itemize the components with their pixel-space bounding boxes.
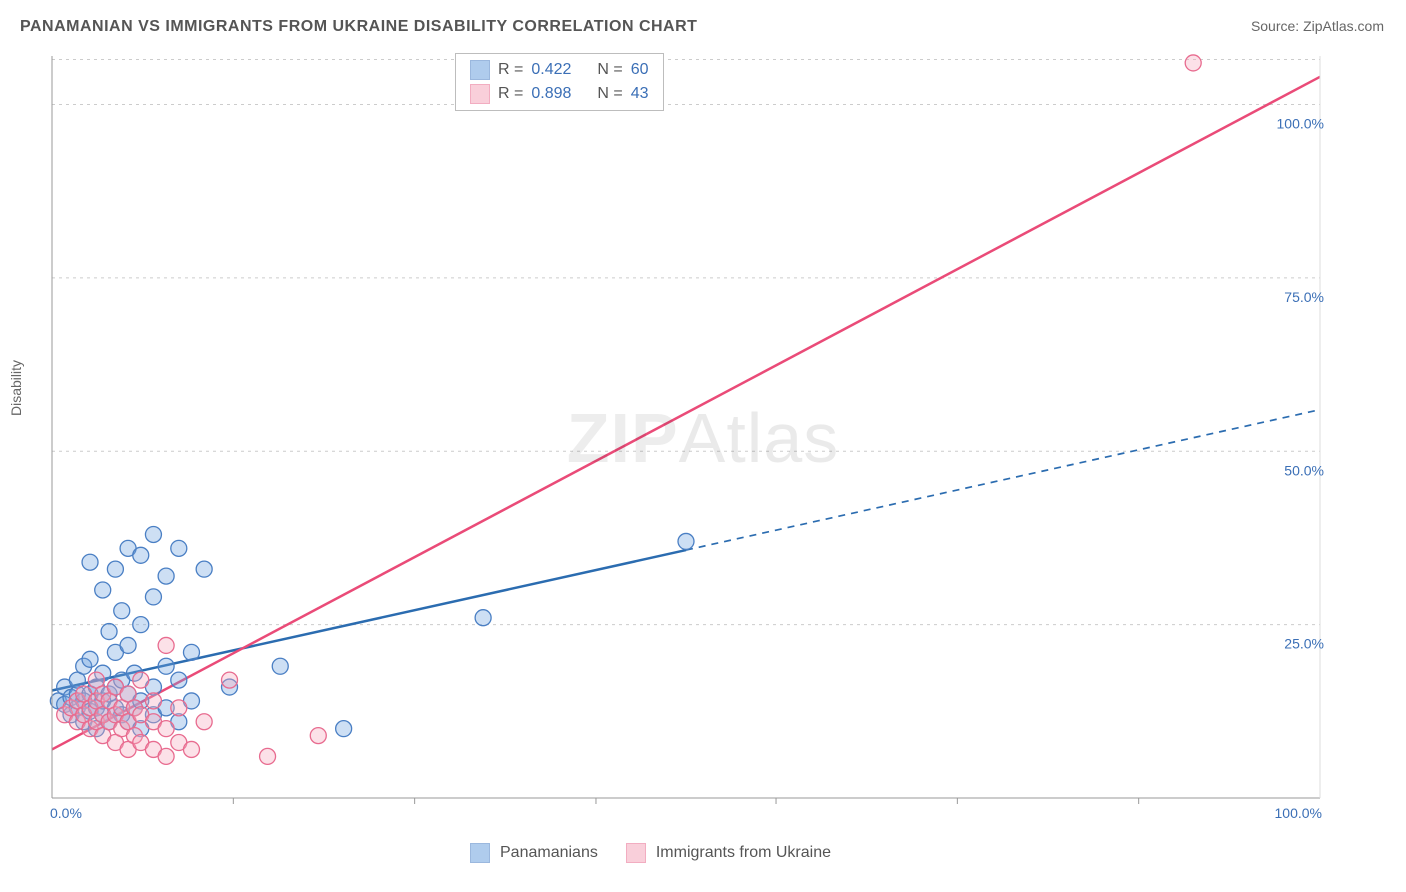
legend-r-value: 0.422: [531, 61, 571, 79]
legend-swatch: [470, 84, 490, 104]
legend-n-label: N =: [597, 61, 622, 79]
legend-swatch: [626, 843, 646, 863]
svg-text:25.0%: 25.0%: [1284, 636, 1324, 652]
legend-n-value: 60: [631, 61, 649, 79]
svg-text:0.0%: 0.0%: [50, 805, 82, 820]
legend-swatch: [470, 60, 490, 80]
svg-text:100.0%: 100.0%: [1277, 116, 1324, 132]
y-axis-label: Disability: [8, 360, 24, 416]
legend-series-label: Panamanians: [500, 844, 598, 862]
legend-r-value: 0.898: [531, 85, 571, 103]
chart-title: PANAMANIAN VS IMMIGRANTS FROM UKRAINE DI…: [20, 18, 697, 36]
legend-n-label: N =: [597, 85, 622, 103]
svg-text:50.0%: 50.0%: [1284, 462, 1324, 478]
series-legend: Panamanians Immigrants from Ukraine: [470, 843, 849, 863]
legend-row: R = 0.422 N = 60: [470, 58, 649, 82]
legend-series-label: Immigrants from Ukraine: [656, 844, 831, 862]
svg-text:75.0%: 75.0%: [1284, 289, 1324, 305]
svg-text:100.0%: 100.0%: [1275, 805, 1322, 820]
legend-swatch: [470, 843, 490, 863]
correlation-legend: R = 0.422 N = 60 R = 0.898 N = 43: [455, 53, 664, 111]
source-label: Source: ZipAtlas.com: [1251, 18, 1384, 34]
legend-r-label: R =: [498, 61, 523, 79]
legend-row: R = 0.898 N = 43: [470, 82, 649, 106]
legend-r-label: R =: [498, 85, 523, 103]
legend-n-value: 43: [631, 85, 649, 103]
scatter-plot: 25.0% 50.0% 75.0% 100.0% 0.0% 100.0%: [46, 50, 1326, 820]
